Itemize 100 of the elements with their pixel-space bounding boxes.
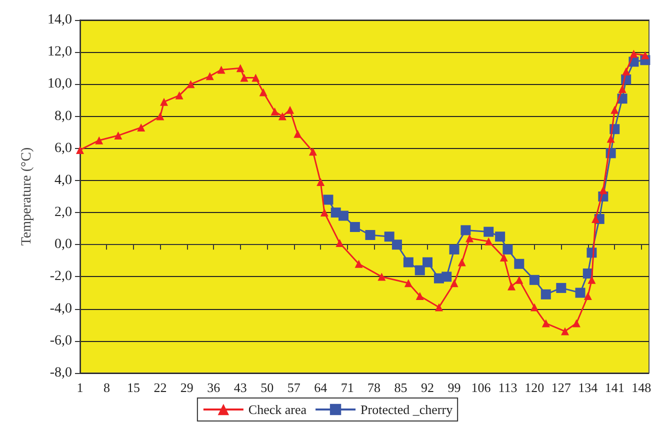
point: [622, 67, 630, 76]
point: [404, 279, 412, 288]
x-tick-label: 43: [234, 380, 247, 395]
point: [630, 50, 638, 58]
point: [449, 244, 460, 254]
point: [354, 260, 363, 268]
point: [502, 244, 513, 254]
point: [95, 136, 104, 144]
y-tick-label: 4,0: [54, 172, 72, 188]
point: [530, 303, 538, 312]
point: [556, 282, 566, 293]
point: [542, 319, 550, 328]
point: [514, 258, 524, 269]
x-tick-label: 57: [287, 380, 301, 395]
x-tick-label: 106: [471, 380, 492, 395]
y-tick-label: 12,0: [48, 44, 72, 60]
point: [575, 288, 586, 298]
point: [584, 292, 592, 300]
x-tick-label: 85: [394, 380, 408, 395]
y-tick-label: -8,0: [50, 366, 72, 380]
point: [338, 210, 348, 221]
x-tick-label: 1: [76, 380, 84, 395]
point: [217, 66, 226, 74]
point: [206, 72, 214, 80]
point: [416, 292, 424, 300]
point: [641, 51, 650, 60]
point: [588, 276, 596, 284]
x-tick-label: 36: [207, 380, 221, 395]
point: [610, 106, 619, 114]
point: [316, 178, 325, 186]
point: [466, 234, 474, 242]
point: [236, 64, 244, 72]
point: [560, 327, 569, 336]
x-tick-label: 50: [260, 380, 274, 395]
point: [392, 240, 402, 250]
x-tick-label: 113: [498, 380, 518, 395]
point: [484, 226, 494, 237]
point: [450, 279, 458, 288]
point: [160, 98, 168, 106]
point: [618, 84, 626, 93]
x-tick-label: 78: [368, 380, 381, 395]
point: [270, 107, 279, 116]
x-tick-label: 15: [126, 380, 140, 395]
x-tick-label: 92: [421, 380, 434, 395]
y-tick-label: 14,0: [48, 12, 72, 28]
point: [403, 257, 414, 268]
x-tick-label: 29: [180, 380, 194, 395]
x-tick-label: 8: [103, 380, 110, 395]
x-tick-label: 22: [154, 380, 167, 395]
y-tick-label: 0,0: [54, 237, 72, 252]
point: [422, 257, 433, 268]
x-tick-label: 134: [578, 380, 598, 395]
y-tick-label: -2,0: [50, 269, 72, 284]
x-tick-label: 141: [604, 380, 624, 395]
point: [336, 239, 344, 248]
point: [384, 232, 394, 242]
point: [458, 258, 466, 266]
point: [500, 253, 508, 262]
y-tick-label: -6,0: [50, 333, 72, 348]
point: [515, 276, 524, 284]
point: [308, 148, 317, 156]
legend-label: Protected _cherry: [360, 402, 454, 417]
point: [320, 208, 328, 217]
point: [294, 130, 302, 138]
point: [572, 319, 580, 328]
point: [508, 282, 516, 290]
point: [259, 88, 268, 96]
y-tick-label: 2,0: [54, 205, 72, 220]
point: [156, 112, 164, 120]
point: [495, 232, 506, 242]
point: [350, 222, 360, 232]
point: [278, 112, 286, 120]
point: [114, 132, 122, 140]
point: [599, 186, 608, 194]
y-tick-label: 8,0: [54, 108, 72, 124]
point: [175, 91, 184, 100]
x-tick-label: 71: [340, 380, 354, 395]
point: [240, 74, 248, 82]
point: [442, 272, 452, 282]
point: [378, 272, 386, 281]
legend-label: Check area: [248, 402, 307, 417]
point: [414, 265, 425, 276]
y-tick-label: 10,0: [48, 76, 72, 92]
point: [434, 303, 443, 312]
point: [137, 124, 146, 132]
x-tick-label: 64: [314, 380, 328, 395]
point: [76, 146, 84, 154]
point: [529, 274, 540, 285]
point: [592, 214, 600, 223]
point: [606, 134, 615, 143]
point: [540, 289, 551, 300]
point: [286, 106, 294, 114]
x-tick-label: 127: [551, 380, 572, 395]
x-tick-label: 120: [524, 380, 544, 395]
x-tick-label: 148: [632, 380, 652, 395]
y-axis-title: Temperature (°C): [20, 147, 34, 246]
point: [323, 194, 334, 205]
y-tick-label: 6,0: [54, 140, 72, 156]
point: [252, 74, 260, 82]
point: [365, 230, 376, 240]
